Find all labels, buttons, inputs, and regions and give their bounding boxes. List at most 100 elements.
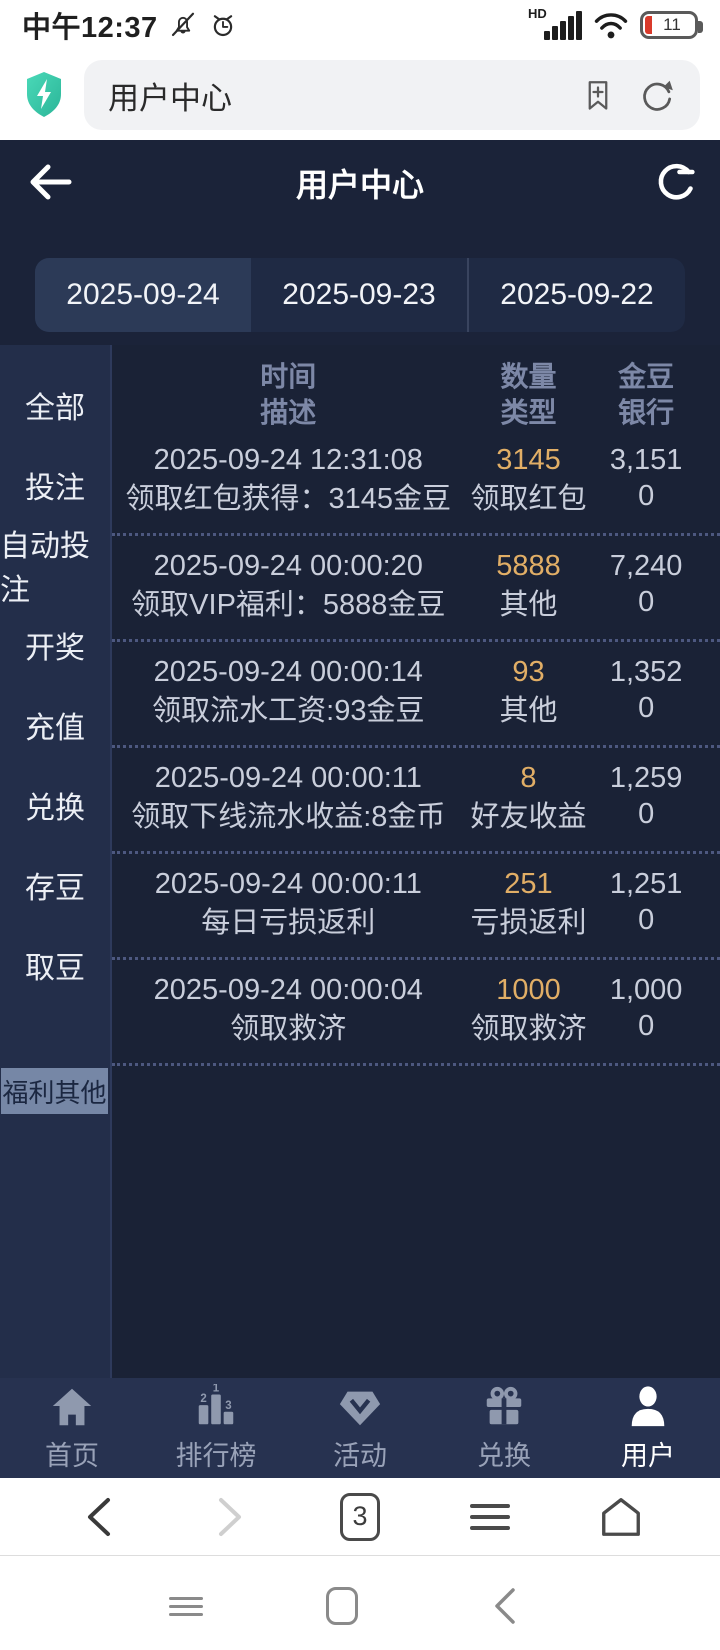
row-desc: 领取下线流水收益:8金币 xyxy=(131,801,446,833)
row-type: 好友收益 xyxy=(470,801,587,833)
date-tab-2[interactable]: 2025-09-23 xyxy=(282,278,436,311)
row-type: 亏损返利 xyxy=(470,907,587,939)
row-bank: 1,000 xyxy=(609,973,683,1006)
row-qty: 5888 xyxy=(496,549,561,582)
bookmark-add-icon[interactable] xyxy=(580,77,616,113)
row-bank: 7,240 xyxy=(609,549,683,582)
nav-item-home[interactable]: 首页 xyxy=(0,1378,144,1478)
row-bank: 3,151 xyxy=(609,443,683,476)
row-desc: 领取流水工资:93金豆 xyxy=(152,695,425,727)
browser-forward-button[interactable] xyxy=(200,1487,260,1547)
row-bank2: 0 xyxy=(638,691,655,724)
battery-icon: 11 xyxy=(640,11,703,39)
ranking-icon: 2 1 3 xyxy=(198,1384,234,1424)
sidebar-item-recharge[interactable]: 充值 xyxy=(25,712,85,745)
content-area: 全部 投注 自动投注 开奖 充值 兑换 存豆 取豆 福利其他 时间 数量 金豆 xyxy=(0,345,720,1378)
reload-icon[interactable] xyxy=(638,76,676,114)
row-bank2: 0 xyxy=(638,585,655,618)
row-type: 其他 xyxy=(499,695,558,727)
nav-label: 活动 xyxy=(333,1440,387,1471)
date-tab-3[interactable]: 2025-09-22 xyxy=(467,258,685,332)
url-text: 用户中心 xyxy=(108,80,232,116)
table-header: 时间 数量 金豆 描述 类型 银行 xyxy=(112,345,720,430)
row-bank2: 0 xyxy=(638,479,655,512)
row-time: 2025-09-24 12:31:08 xyxy=(153,443,423,476)
table-row: 2025-09-24 00:00:11 251 1,251 每日亏损返利 亏损返… xyxy=(112,854,720,960)
system-menu-button[interactable] xyxy=(161,1583,211,1629)
svg-text:1: 1 xyxy=(213,1384,220,1395)
records-table: 时间 数量 金豆 描述 类型 银行 2025-09-24 12:31:08 31… xyxy=(110,345,720,1378)
table-row: 2025-09-24 12:31:08 3145 3,151 领取红包获得：31… xyxy=(112,430,720,536)
refresh-icon[interactable] xyxy=(652,160,696,206)
system-back-button[interactable] xyxy=(480,1583,530,1629)
row-desc: 每日亏损返利 xyxy=(201,907,376,939)
app-page: 用户中心 2025-09-24 2025-09-23 2025-09-22 全部… xyxy=(0,140,720,1378)
row-type: 领取红包 xyxy=(470,483,587,515)
system-recents-button[interactable] xyxy=(317,1583,367,1629)
col-bean: 金豆 xyxy=(618,361,675,392)
sidebar-item-exchange[interactable]: 兑换 xyxy=(25,792,85,825)
sidebar-item-draw[interactable]: 开奖 xyxy=(25,632,85,665)
app-header: 用户中心 xyxy=(0,140,720,226)
row-time: 2025-09-24 00:00:14 xyxy=(153,655,423,688)
row-desc: 领取VIP福利：5888金豆 xyxy=(131,589,446,621)
col-time: 时间 xyxy=(260,361,317,392)
col-qty: 数量 xyxy=(500,361,557,392)
table-row: 2025-09-24 00:00:20 5888 7,240 领取VIP福利：5… xyxy=(112,536,720,642)
bottom-nav: 首页 2 1 3 排行榜 活动 xyxy=(0,1378,720,1478)
battery-level: 11 xyxy=(663,15,681,34)
date-tabs: 2025-09-24 2025-09-23 2025-09-22 xyxy=(35,258,685,332)
nav-item-activity[interactable]: 活动 xyxy=(288,1378,432,1478)
system-nav xyxy=(0,1557,720,1650)
svg-text:3: 3 xyxy=(225,1399,231,1411)
back-arrow-icon[interactable] xyxy=(26,162,74,202)
row-desc: 领取救济 xyxy=(230,1013,347,1045)
clock-time: 中午12:37 xyxy=(22,12,158,44)
wifi-icon xyxy=(594,13,628,39)
sidebar-item-deposit[interactable]: 存豆 xyxy=(25,872,85,905)
gift-icon xyxy=(486,1386,522,1424)
row-qty: 8 xyxy=(520,761,537,794)
browser-back-button[interactable] xyxy=(69,1487,129,1547)
row-qty: 1000 xyxy=(496,973,561,1006)
browser-tabs-button[interactable]: 3 xyxy=(330,1487,390,1547)
row-time: 2025-09-24 00:00:20 xyxy=(153,549,423,582)
user-icon xyxy=(631,1385,665,1426)
row-bank2: 0 xyxy=(638,903,655,936)
sidebar-item-welfare-other[interactable]: 福利其他 xyxy=(1,1068,108,1114)
row-type: 领取救济 xyxy=(470,1013,587,1045)
category-sidebar: 全部 投注 自动投注 开奖 充值 兑换 存豆 取豆 福利其他 xyxy=(0,345,110,1378)
nav-item-ranking[interactable]: 2 1 3 排行榜 xyxy=(144,1378,288,1478)
row-desc: 领取红包获得：3145金豆 xyxy=(125,483,452,515)
row-bank: 1,352 xyxy=(609,655,683,688)
date-tab-1[interactable]: 2025-09-24 xyxy=(35,258,251,332)
browser-address-bar: 用户中心 xyxy=(0,50,720,140)
row-qty: 251 xyxy=(504,867,553,900)
table-row: 2025-09-24 00:00:04 1000 1,000 领取救济 领取救济… xyxy=(112,960,720,1066)
svg-text:2: 2 xyxy=(200,1393,206,1405)
sidebar-item-bet[interactable]: 投注 xyxy=(25,472,85,505)
nav-item-exchange[interactable]: 兑换 xyxy=(432,1378,576,1478)
sidebar-item-withdraw[interactable]: 取豆 xyxy=(25,952,85,985)
tab-count: 3 xyxy=(339,1492,380,1541)
sidebar-item-autobet[interactable]: 自动投注 xyxy=(0,530,90,607)
browser-home-button[interactable] xyxy=(591,1487,651,1547)
row-qty: 3145 xyxy=(496,443,561,476)
home-icon xyxy=(52,1388,92,1425)
row-bank: 1,251 xyxy=(609,867,683,900)
browser-menu-button[interactable] xyxy=(460,1487,520,1547)
row-type: 其他 xyxy=(499,589,558,621)
nav-item-user[interactable]: 用户 xyxy=(576,1378,720,1478)
row-bank2: 0 xyxy=(638,797,655,830)
row-bank2: 0 xyxy=(638,1009,655,1042)
nav-label: 首页 xyxy=(45,1440,99,1471)
row-time: 2025-09-24 00:00:11 xyxy=(154,867,422,900)
nav-label: 用户 xyxy=(621,1440,675,1471)
url-input[interactable]: 用户中心 xyxy=(84,60,700,130)
browser-toolbar: 3 xyxy=(0,1478,720,1556)
gem-icon xyxy=(339,1391,381,1425)
row-time: 2025-09-24 00:00:04 xyxy=(153,973,423,1006)
col-type: 类型 xyxy=(500,397,557,428)
sidebar-item-all[interactable]: 全部 xyxy=(25,392,85,425)
